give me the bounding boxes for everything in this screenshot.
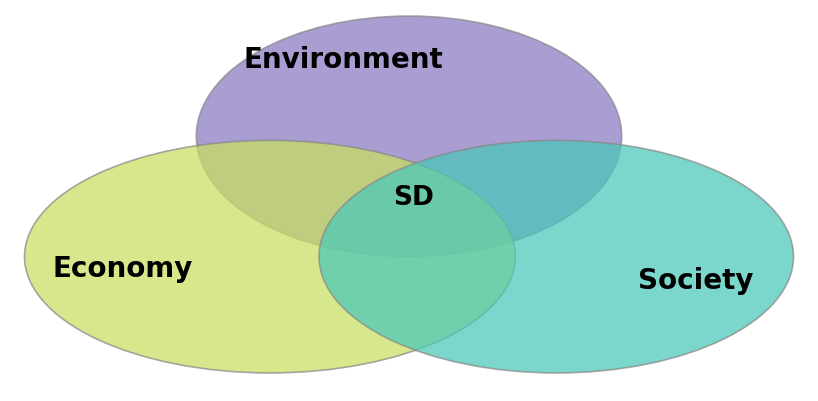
- Text: SD: SD: [393, 186, 434, 211]
- Text: Economy: Economy: [52, 255, 193, 283]
- Ellipse shape: [319, 140, 793, 373]
- Text: Society: Society: [637, 267, 753, 295]
- Text: Environment: Environment: [244, 46, 443, 74]
- Ellipse shape: [196, 16, 622, 257]
- Ellipse shape: [25, 140, 515, 373]
